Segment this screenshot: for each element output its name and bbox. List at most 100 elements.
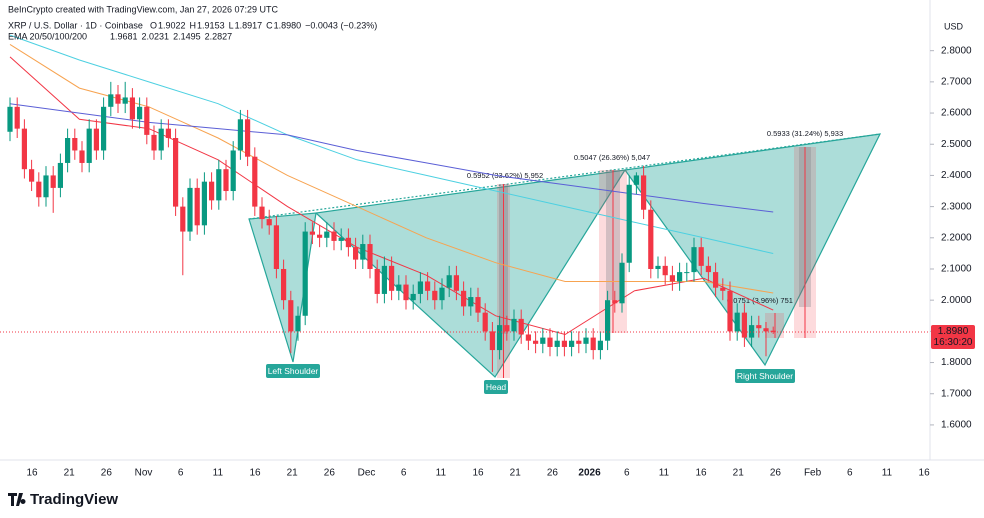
candle-body <box>590 337 596 351</box>
candle-body <box>36 181 42 198</box>
ohlc-value: 1.9022 <box>158 20 186 30</box>
candle-body <box>389 265 395 291</box>
ema-value: 2.1495 <box>173 31 201 41</box>
candle-body <box>173 138 179 207</box>
y-tick-label: 1.6000 <box>941 420 972 431</box>
x-tick-label: 11 <box>213 468 224 479</box>
candle-body <box>353 247 359 260</box>
right-shoulder-label: Right Shoulder <box>737 371 793 381</box>
candle-body <box>230 150 236 192</box>
candle-body <box>324 231 330 238</box>
candle-body <box>273 225 279 269</box>
x-tick-label: Nov <box>135 468 153 479</box>
candle-body <box>684 272 690 274</box>
candle-body <box>374 268 380 294</box>
candle-body <box>583 337 589 344</box>
label-box <box>266 364 320 378</box>
candle-body <box>741 312 747 338</box>
candle-body <box>475 297 481 313</box>
ema-title: EMA 20/50/100/200 <box>8 31 87 41</box>
candle-body <box>259 206 265 220</box>
pattern-labels: Left Shoulder Head Right Shoulder <box>266 364 795 394</box>
x-tick-label: 16 <box>919 468 931 479</box>
candle-body <box>396 284 402 291</box>
candle-body <box>705 265 711 273</box>
candle-body <box>180 206 186 232</box>
x-tick-label: 6 <box>178 468 184 479</box>
candle-body <box>497 325 503 351</box>
candle-body <box>633 175 639 185</box>
header: BeInCrypto created with TradingView.com,… <box>8 4 964 41</box>
credit: BeInCrypto created with TradingView.com,… <box>8 4 278 14</box>
candle-body <box>576 340 582 344</box>
candle-body <box>101 106 107 151</box>
candle-body <box>137 106 143 120</box>
candle-body <box>461 290 467 307</box>
x-tick-label: 16 <box>249 468 261 479</box>
x-tick-label: 11 <box>659 468 670 479</box>
candle-body <box>518 318 524 335</box>
price-tag <box>931 324 975 349</box>
y-tick-label: 1.8000 <box>941 357 972 368</box>
candle-body <box>698 247 704 266</box>
x-tick-label: 21 <box>287 468 299 479</box>
candle-body <box>281 268 287 301</box>
y-tick-label: 2.4000 <box>941 170 972 181</box>
candle-body <box>713 272 719 288</box>
candle-body <box>93 128 99 151</box>
candle-body <box>367 244 373 269</box>
measure-label: 0.0751 (3.96%) 751 <box>727 296 793 305</box>
candle-body <box>245 119 251 157</box>
candle-body <box>151 134 157 151</box>
candle-body <box>129 97 135 120</box>
change: −0.0043 (−0.23%) <box>305 20 377 30</box>
x-tick-label: 16 <box>472 468 484 479</box>
candle-body <box>331 231 337 241</box>
x-tick-label: 26 <box>324 468 336 479</box>
candle-body <box>122 97 128 104</box>
x-tick-label: 11 <box>436 468 447 479</box>
candle-body <box>669 275 675 282</box>
candle-body <box>677 272 683 282</box>
candle-body <box>216 169 222 201</box>
candle-body <box>165 128 171 138</box>
candle-body <box>489 331 495 351</box>
logo-text: TradingView <box>30 491 118 508</box>
candle-body <box>770 330 776 332</box>
candle-body <box>468 297 474 307</box>
logo: TradingView <box>8 491 118 508</box>
candle-body <box>626 184 632 263</box>
candle-body <box>252 156 258 207</box>
candle-body <box>547 337 553 347</box>
candle-body <box>749 325 755 338</box>
x-tick-label: 16 <box>26 468 38 479</box>
x-tick-label: 11 <box>882 468 893 479</box>
candle-body <box>309 231 315 235</box>
ema-value: 2.2827 <box>205 31 233 41</box>
candle-body <box>554 340 560 347</box>
ema-line <box>9 43 774 294</box>
candle-body <box>50 175 56 188</box>
candle-body <box>597 340 603 351</box>
candle-body <box>439 287 445 301</box>
measure-label: 0.5952 (33.62%) 5,952 <box>467 171 543 180</box>
candles <box>7 81 776 372</box>
currency: USD <box>944 21 964 31</box>
candle-body <box>425 281 431 291</box>
candle-body <box>641 175 647 210</box>
price-tag-value: 1.8980 <box>938 326 969 337</box>
measure-label: 0.5047 (26.36%) 5,047 <box>574 153 650 162</box>
candle-body <box>727 290 733 332</box>
ohlc-key: C <box>266 20 273 30</box>
candle-body <box>65 138 71 163</box>
label-box <box>735 369 795 383</box>
y-tick-label: 2.1000 <box>941 264 972 275</box>
candle-body <box>734 312 740 332</box>
label-box <box>484 380 508 394</box>
candle-body <box>691 247 697 273</box>
candle-body <box>662 265 668 276</box>
left-shoulder-label: Left Shoulder <box>268 366 319 376</box>
candle-body <box>223 169 229 192</box>
x-tick-label: Dec <box>358 468 376 479</box>
